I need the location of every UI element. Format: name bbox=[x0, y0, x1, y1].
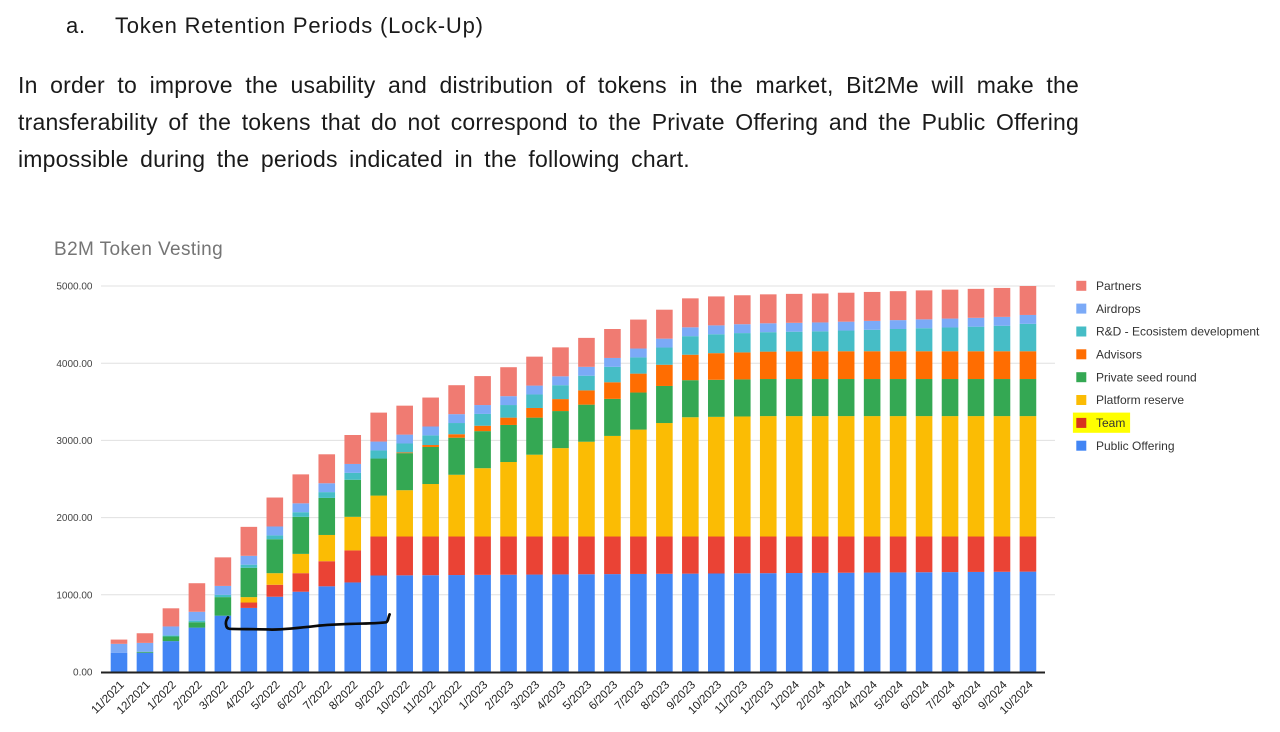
svg-text:2000.00: 2000.00 bbox=[56, 513, 93, 524]
svg-text:R&D - Ecosistem development: R&D - Ecosistem development bbox=[1096, 325, 1260, 339]
svg-text:Private seed round: Private seed round bbox=[1096, 370, 1197, 384]
svg-text:Partners: Partners bbox=[1096, 279, 1141, 293]
svg-text:1000.00: 1000.00 bbox=[56, 590, 93, 601]
svg-text:B2M Token Vesting: B2M Token Vesting bbox=[54, 239, 223, 260]
svg-text:4000.00: 4000.00 bbox=[56, 359, 93, 370]
svg-text:Public Offering: Public Offering bbox=[1096, 439, 1175, 453]
svg-text:0.00: 0.00 bbox=[73, 668, 93, 679]
svg-text:3000.00: 3000.00 bbox=[56, 436, 93, 447]
svg-text:5000.00: 5000.00 bbox=[56, 282, 93, 293]
svg-text:Airdrops: Airdrops bbox=[1096, 302, 1141, 316]
svg-text:Platform reserve: Platform reserve bbox=[1096, 393, 1184, 407]
svg-text:Team: Team bbox=[1096, 416, 1125, 430]
svg-text:Advisors: Advisors bbox=[1096, 348, 1142, 362]
